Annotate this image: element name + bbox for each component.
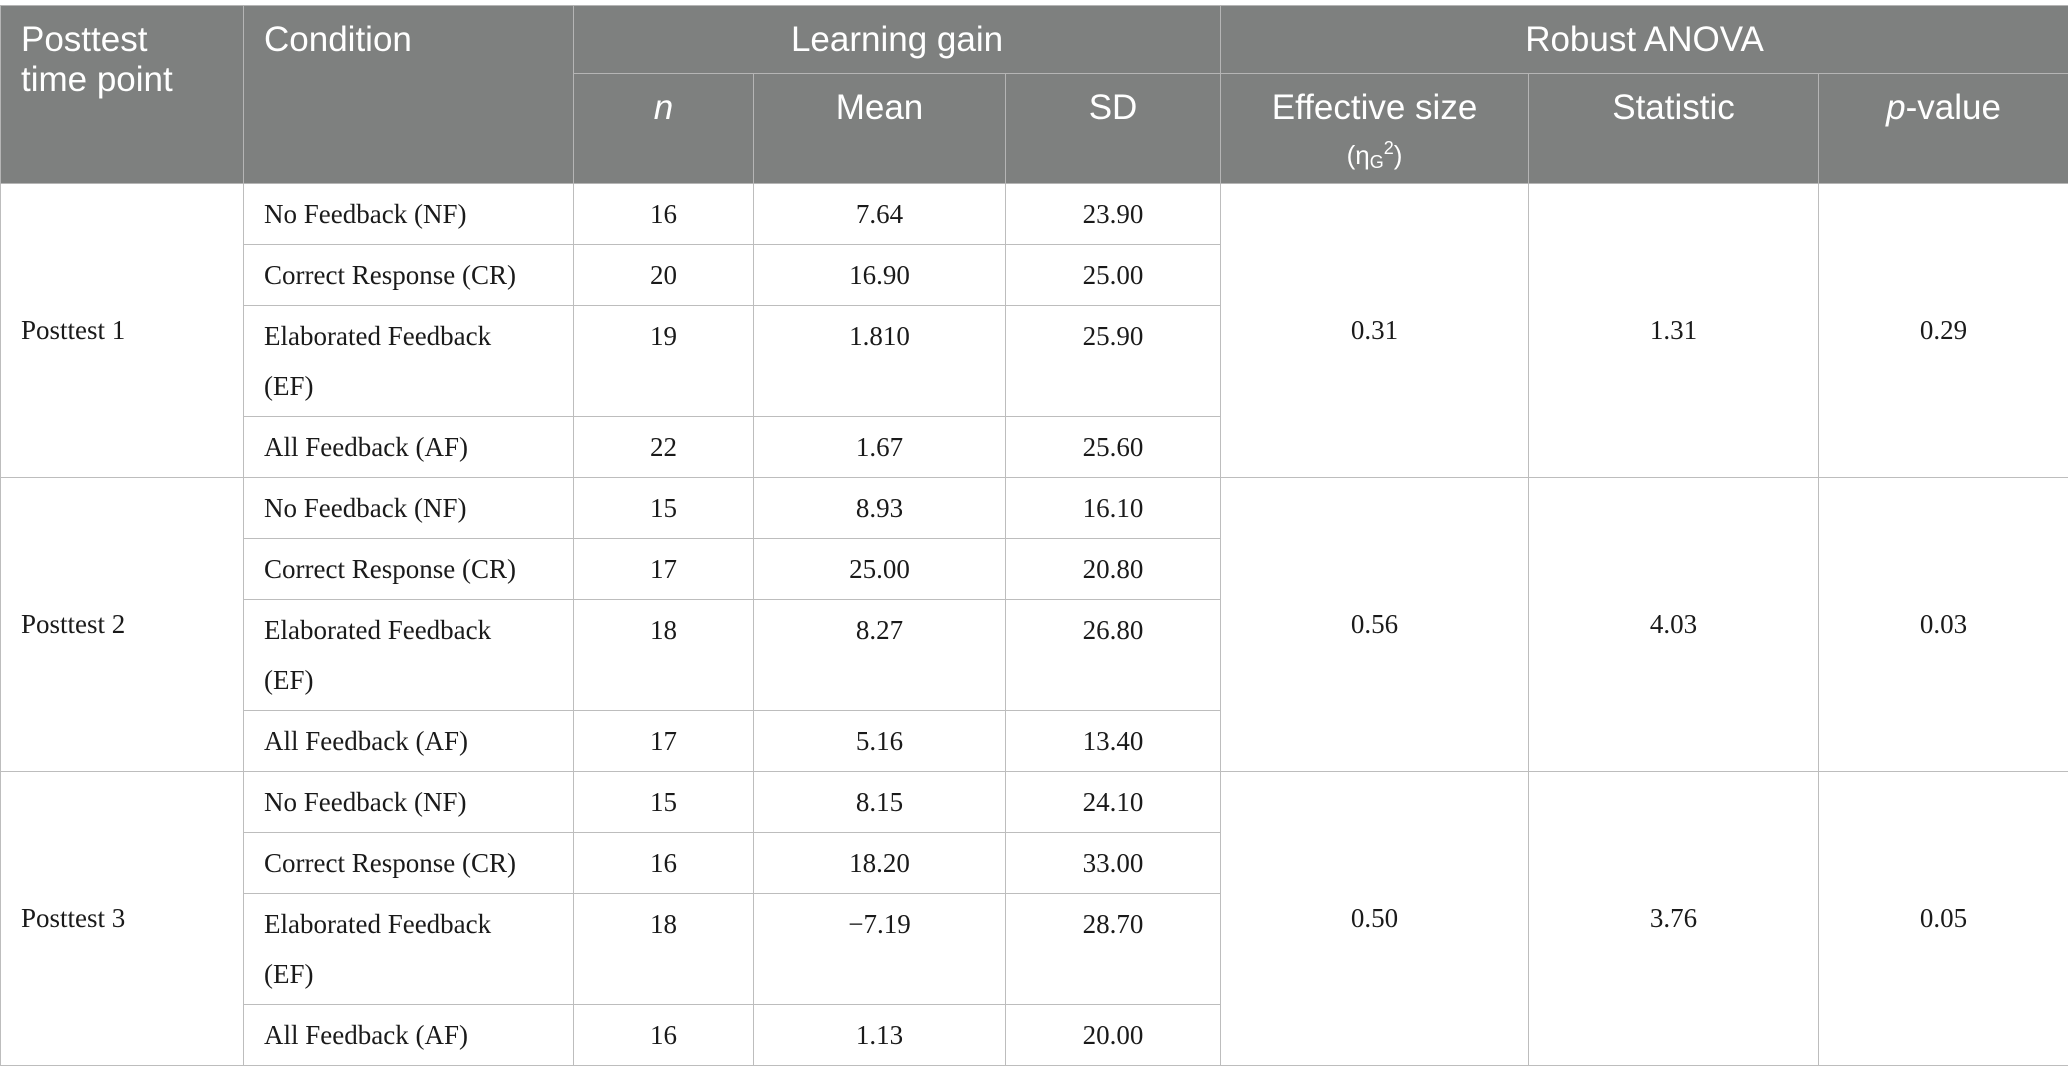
- sd-cell: 13.40: [1004, 710, 1222, 772]
- effect-size-cell: 0.31: [1220, 183, 1530, 478]
- time-point-cell: Posttest 2: [0, 477, 244, 772]
- condition-cell: No Feedback (NF): [243, 183, 574, 245]
- n-cell: 17: [573, 538, 754, 600]
- sd-cell: 20.00: [1004, 1004, 1222, 1066]
- sd-cell: 28.70: [1004, 893, 1222, 1005]
- condition-cell: All Feedback (AF): [243, 1004, 574, 1066]
- statistic-cell: 4.03: [1528, 477, 1820, 772]
- p-value-cell: 0.05: [1818, 771, 2068, 1066]
- header-sd: SD: [1004, 73, 1222, 184]
- table-row: Elaborated Feedback (EF) 18 −7.19 28.70: [1, 893, 2068, 1005]
- sd-cell: 25.90: [1004, 305, 1222, 417]
- mean-cell: −7.19: [753, 893, 1006, 1005]
- header-condition: Condition: [243, 5, 574, 184]
- n-cell: 22: [573, 416, 754, 478]
- header-n: n: [573, 73, 754, 184]
- statistic-cell: 1.31: [1528, 183, 1820, 478]
- mean-cell: 1.13: [753, 1004, 1006, 1066]
- mean-cell: 5.16: [753, 710, 1006, 772]
- n-cell: 18: [573, 599, 754, 711]
- mean-cell: 8.93: [753, 477, 1006, 539]
- table-row: Posttest 1 No Feedback (NF) 16 7.64 23.9…: [0, 183, 2068, 478]
- sd-cell: 25.00: [1004, 244, 1222, 306]
- table-row: Elaborated Feedback (EF) 18 8.27 26.80: [1, 599, 2068, 711]
- header-statistic: Statistic: [1528, 73, 1820, 184]
- sd-cell: 24.10: [1004, 771, 1222, 833]
- p-value-cell: 0.29: [1818, 183, 2068, 478]
- header-robust-anova: Robust ANOVA: [1220, 5, 2068, 74]
- n-cell: 15: [573, 771, 754, 833]
- condition-cell: Correct Response (CR): [243, 538, 574, 600]
- condition-cell: Elaborated Feedback (EF): [243, 599, 574, 711]
- mean-cell: 25.00: [753, 538, 1006, 600]
- table-row: Elaborated Feedback (EF) 19 1.810 25.90: [1, 305, 2068, 417]
- effect-size-cell: 0.50: [1220, 771, 1530, 1066]
- n-cell: 17: [573, 710, 754, 772]
- results-table: Posttest time point Condition Learning ga…: [0, 5, 2068, 1066]
- header-time-point: Posttest time point: [0, 5, 244, 184]
- condition-cell: Correct Response (CR): [243, 244, 574, 306]
- n-cell: 15: [573, 477, 754, 539]
- condition-cell: Correct Response (CR): [243, 832, 574, 894]
- table-row: All Feedback (AF) 17 5.16 13.40: [1, 710, 2068, 772]
- table-row: All Feedback (AF) 16 1.13 20.00: [1, 1004, 2068, 1066]
- header-mean: Mean: [753, 73, 1006, 184]
- mean-cell: 16.90: [753, 244, 1006, 306]
- table-body: Posttest 1 No Feedback (NF) 16 7.64 23.9…: [0, 183, 2068, 1066]
- table-row: Posttest 3 No Feedback (NF) 15 8.15 24.1…: [0, 771, 2068, 1066]
- sd-cell: 33.00: [1004, 832, 1222, 894]
- mean-cell: 8.27: [753, 599, 1006, 711]
- mean-cell: 1.810: [753, 305, 1006, 417]
- sd-cell: 26.80: [1004, 599, 1222, 711]
- table-row: Posttest 2 No Feedback (NF) 15 8.93 16.1…: [0, 477, 2068, 772]
- time-point-cell: Posttest 1: [0, 183, 244, 478]
- time-point-cell: Posttest 3: [0, 771, 244, 1066]
- condition-cell: No Feedback (NF): [243, 477, 574, 539]
- header-p-value: p-value: [1818, 73, 2068, 184]
- condition-cell: No Feedback (NF): [243, 771, 574, 833]
- n-cell: 16: [573, 183, 754, 245]
- table-row: All Feedback (AF) 22 1.67 25.60: [1, 416, 2068, 478]
- p-value-cell: 0.03: [1818, 477, 2068, 772]
- sd-cell: 23.90: [1004, 183, 1222, 245]
- n-cell: 19: [573, 305, 754, 417]
- n-cell: 16: [573, 1004, 754, 1066]
- mean-cell: 1.67: [753, 416, 1006, 478]
- sd-cell: 16.10: [1004, 477, 1222, 539]
- mean-cell: 18.20: [753, 832, 1006, 894]
- table-row: Correct Response (CR) 17 25.00 20.80: [1, 538, 2068, 600]
- sd-cell: 25.60: [1004, 416, 1222, 478]
- header-effect-size: Effective size (ηG2): [1220, 73, 1530, 184]
- table-header: Posttest time point Condition Learning ga…: [0, 5, 2068, 184]
- condition-cell: All Feedback (AF): [243, 710, 574, 772]
- sd-cell: 20.80: [1004, 538, 1222, 600]
- n-cell: 20: [573, 244, 754, 306]
- statistic-cell: 3.76: [1528, 771, 1820, 1066]
- header-learning-gain: Learning gain: [572, 5, 1222, 74]
- mean-cell: 7.64: [753, 183, 1006, 245]
- effect-size-cell: 0.56: [1220, 477, 1530, 772]
- mean-cell: 8.15: [753, 771, 1006, 833]
- condition-cell: Elaborated Feedback (EF): [243, 305, 574, 417]
- n-cell: 16: [573, 832, 754, 894]
- n-cell: 18: [573, 893, 754, 1005]
- condition-cell: All Feedback (AF): [243, 416, 574, 478]
- condition-cell: Elaborated Feedback (EF): [243, 893, 574, 1005]
